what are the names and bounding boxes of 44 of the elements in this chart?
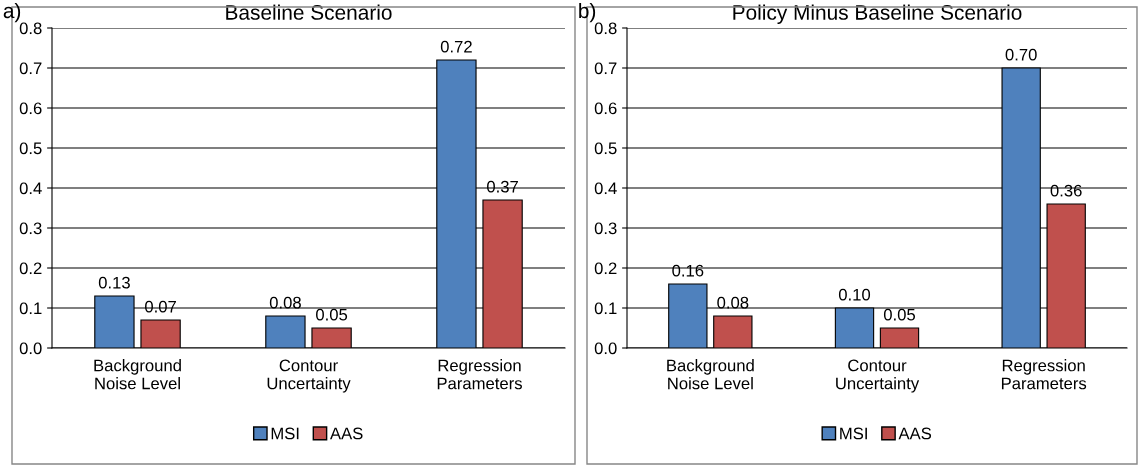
legend-label: AAS: [898, 427, 932, 440]
y-tick-label: 0.6: [594, 102, 617, 115]
data-label: 0.13: [98, 276, 130, 289]
y-tick-label: 0.2: [594, 262, 617, 275]
chart-title: Policy Minus Baseline Scenario: [733, 4, 1022, 24]
y-tick-label: 0.7: [19, 62, 42, 75]
y-tick-label: 0.3: [594, 222, 617, 235]
text: b): [579, 2, 596, 23]
y-tick-label: 0.5: [19, 142, 42, 155]
x-tick-label: Background Noise Level: [94, 359, 181, 390]
y-tick-label: 0.0: [19, 342, 42, 355]
x-tick-label: Regression Parameters: [1001, 359, 1087, 390]
y-tick-label: 0.4: [19, 182, 42, 195]
data-label: 0.37: [487, 180, 518, 193]
data-label: 0.08: [269, 296, 301, 309]
data-label: 0.72: [440, 40, 472, 53]
y-tick-label: 0.4: [594, 182, 617, 195]
legend-label: MSI: [840, 427, 867, 440]
x-tick-label: Contour Uncertainty: [267, 359, 351, 393]
y-tick-label: 0.7: [594, 62, 617, 75]
data-label: 0.08: [717, 296, 749, 309]
y-tick-label: 0.8: [594, 22, 617, 35]
data-label: 0.05: [316, 308, 348, 321]
y-tick-label: 0.8: [19, 22, 42, 35]
legend-label: AAS: [330, 427, 363, 440]
y-tick-label: 0.6: [19, 102, 42, 115]
y-tick-label: 0.1: [594, 302, 617, 315]
x-tick-label: Background Noise Level: [667, 359, 754, 390]
data-label: 0.70: [1005, 48, 1037, 61]
data-label: 0.10: [838, 288, 871, 301]
data-label: 0.16: [672, 264, 704, 277]
y-tick-label: 0.0: [594, 342, 617, 355]
x-tick-label: Contour Uncertainty: [836, 359, 920, 393]
data-label: 0.05: [883, 308, 916, 321]
x-tick-label: Regression Parameters: [437, 359, 522, 390]
y-tick-label: 0.5: [594, 142, 617, 155]
data-label: 0.07: [145, 300, 176, 313]
y-tick-label: 0.3: [19, 222, 42, 235]
data-label: 0.36: [1050, 184, 1082, 197]
chart-title: Baseline Scenario: [226, 4, 392, 20]
y-tick-label: 0.2: [19, 262, 42, 275]
legend-label: MSI: [271, 427, 299, 440]
y-tick-label: 0.1: [19, 302, 42, 315]
text: a): [3, 2, 21, 23]
